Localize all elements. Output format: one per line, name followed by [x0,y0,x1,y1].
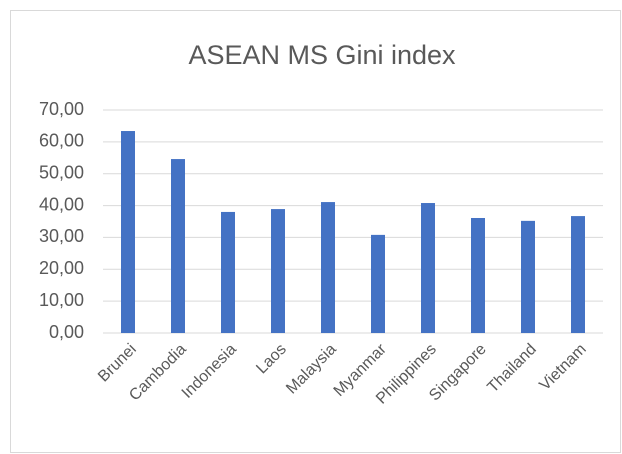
bar [321,202,335,333]
bar [221,211,235,333]
y-tick-label: 70,00 [39,99,84,119]
bar [421,203,435,333]
bar [371,234,385,333]
chart-title: ASEAN MS Gini index [188,40,456,70]
y-tick-label: 50,00 [39,162,84,182]
y-tick-label: 0,00 [49,322,84,342]
y-tick-label: 40,00 [39,194,84,214]
bar [121,131,135,333]
bar [521,220,535,333]
bar [271,209,285,333]
y-tick-label: 20,00 [39,258,84,278]
y-tick-label: 30,00 [39,226,84,246]
chart-border [10,10,621,453]
bar [571,216,585,333]
bar [471,217,485,333]
y-tick-label: 60,00 [39,131,84,151]
bar [171,159,185,333]
y-tick-label: 10,00 [39,290,84,310]
